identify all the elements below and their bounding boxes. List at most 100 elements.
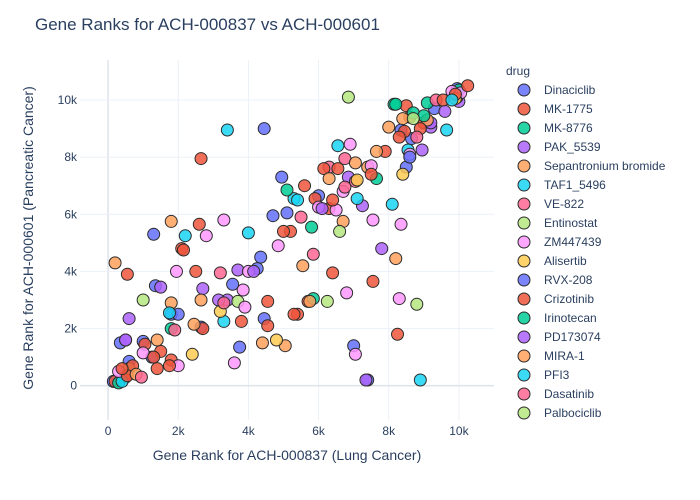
data-point-zm447439[interactable] — [340, 286, 354, 300]
data-point-sepantronium-bromide[interactable] — [108, 256, 122, 270]
data-point-alisertib[interactable] — [396, 167, 410, 181]
data-point-dinaciclib[interactable] — [226, 277, 240, 291]
legend-item-irinotecan[interactable]: Irinotecan — [517, 311, 597, 325]
data-point-crizotinib[interactable] — [326, 193, 340, 207]
data-point-rvx-208[interactable] — [403, 150, 417, 164]
data-point-sepantronium-bromide[interactable] — [389, 252, 403, 266]
legend-item-dasatinib[interactable]: Dasatinib — [517, 387, 594, 401]
data-point-dasatinib[interactable] — [338, 180, 352, 194]
data-point-alisertib[interactable] — [269, 333, 283, 347]
data-point-pak-5539[interactable] — [122, 312, 136, 326]
data-point-mk-1775[interactable] — [194, 152, 208, 166]
data-point-dinaciclib[interactable] — [254, 250, 268, 264]
data-point-irinotecan[interactable] — [389, 97, 403, 111]
data-point-dasatinib[interactable] — [217, 296, 231, 310]
data-point-zm447439[interactable] — [236, 283, 250, 297]
data-point-mk-1775[interactable] — [261, 294, 275, 308]
data-point-dinaciclib[interactable] — [275, 170, 289, 184]
data-point-taf1-5496[interactable] — [385, 197, 399, 211]
data-point-crizotinib[interactable] — [366, 274, 380, 288]
legend-item-mk-1775[interactable]: MK-1775 — [517, 102, 593, 116]
legend-item-mira-1[interactable]: MIRA-1 — [517, 349, 585, 363]
data-point-taf1-5496[interactable] — [220, 123, 234, 137]
data-point-zm447439[interactable] — [217, 213, 231, 227]
data-point-mira-1[interactable] — [322, 172, 336, 186]
legend-item-rvx-208[interactable]: RVX-208 — [517, 273, 593, 287]
data-point-entinostat[interactable] — [136, 293, 150, 307]
data-point-dinaciclib[interactable] — [147, 227, 161, 241]
legend-item-pak-5539[interactable]: PAK_5539 — [517, 140, 601, 154]
data-point-zm447439[interactable] — [199, 229, 213, 243]
data-point-zm447439[interactable] — [348, 347, 362, 361]
data-point-crizotinib[interactable] — [261, 319, 275, 333]
data-point-taf1-5496[interactable] — [413, 373, 427, 387]
data-point-entinostat[interactable] — [333, 224, 347, 238]
data-point-crizotinib[interactable] — [317, 162, 331, 176]
data-point-mira-1[interactable] — [382, 120, 396, 134]
data-point-crizotinib[interactable] — [162, 359, 176, 373]
legend-item-crizotinib[interactable]: Crizotinib — [517, 292, 594, 306]
data-point-sepantronium-bromide[interactable] — [296, 259, 310, 273]
data-point-mk-1775[interactable] — [234, 314, 248, 328]
data-point-dinaciclib[interactable] — [233, 340, 247, 354]
data-point-palbociclib[interactable] — [410, 297, 424, 311]
data-point-taf1-5496[interactable] — [162, 306, 176, 320]
data-point-crizotinib[interactable] — [364, 167, 378, 181]
data-point-crizotinib[interactable] — [287, 307, 301, 321]
legend-item-mk-8776[interactable]: MK-8776 — [517, 121, 593, 135]
data-point-pak-5539[interactable] — [154, 280, 168, 294]
data-point-sepantronium-bromide[interactable] — [255, 336, 269, 350]
plot-area[interactable] — [106, 79, 475, 390]
data-point-zm447439[interactable] — [169, 264, 183, 278]
data-point-pak-5539[interactable] — [438, 104, 452, 118]
data-point-crizotinib[interactable] — [147, 350, 161, 364]
data-point-taf1-5496[interactable] — [440, 123, 454, 137]
data-point-mk-1775[interactable] — [150, 362, 164, 376]
data-point-entinostat[interactable] — [341, 90, 355, 104]
data-point-pfi3[interactable] — [291, 193, 305, 207]
legend-item-ve-822[interactable]: VE-822 — [517, 197, 584, 211]
data-point-taf1-5496[interactable] — [350, 192, 364, 206]
legend-item-pd173074[interactable]: PD173074 — [517, 330, 601, 344]
data-point-pfi3[interactable] — [331, 139, 345, 153]
data-point-pak-5539[interactable] — [196, 282, 210, 296]
data-point-sepantronium-bromide[interactable] — [150, 333, 164, 347]
legend-item-dinaciclib[interactable]: Dinaciclib — [517, 83, 596, 97]
data-point-crizotinib[interactable] — [276, 224, 290, 238]
data-point-irinotecan[interactable] — [280, 183, 294, 197]
legend-item-entinostat[interactable]: Entinostat — [517, 216, 598, 230]
data-point-mira-1[interactable] — [187, 317, 201, 331]
data-point-dasatinib[interactable] — [134, 370, 148, 384]
legend-item-sepantronium-bromide[interactable]: Sepantronium bromide — [517, 159, 666, 173]
data-point-crizotinib[interactable] — [115, 362, 129, 376]
data-point-crizotinib[interactable] — [392, 130, 406, 144]
data-point-crizotinib[interactable] — [177, 243, 190, 257]
data-point-crizotinib[interactable] — [298, 179, 312, 193]
data-point-taf1-5496[interactable] — [178, 229, 192, 243]
legend-item-alisertib[interactable]: Alisertib — [517, 254, 587, 268]
data-point-crizotinib[interactable] — [189, 264, 203, 278]
data-point-palbociclib[interactable] — [320, 294, 334, 308]
legend-item-taf1-5496[interactable]: TAF1_5496 — [517, 178, 606, 192]
data-point-ve-822[interactable] — [306, 247, 320, 261]
data-point-zm447439[interactable] — [271, 239, 285, 253]
legend-item-zm447439[interactable]: ZM447439 — [517, 235, 602, 249]
data-point-dinaciclib[interactable] — [257, 122, 271, 136]
data-point-pd173074[interactable] — [119, 333, 133, 347]
data-point-alisertib[interactable] — [185, 347, 199, 361]
data-point-dasatinib[interactable] — [410, 130, 424, 144]
data-point-zm447439[interactable] — [227, 356, 241, 370]
data-point-sepantronium-bromide[interactable] — [164, 214, 178, 228]
data-point-crizotinib[interactable] — [331, 162, 345, 176]
data-point-crizotinib[interactable] — [120, 267, 134, 281]
data-point-mira-1[interactable] — [194, 293, 208, 307]
data-point-palbociclib[interactable] — [406, 112, 420, 126]
data-point-zm447439[interactable] — [366, 213, 380, 227]
data-point-dasatinib[interactable] — [168, 323, 182, 337]
data-point-pd173074[interactable] — [315, 202, 329, 216]
data-point-mk-1775[interactable] — [192, 217, 206, 231]
data-point-alisertib[interactable] — [350, 173, 364, 187]
data-point-rvx-208[interactable] — [280, 206, 294, 220]
data-point-zm447439[interactable] — [343, 137, 357, 151]
data-point-crizotinib[interactable] — [461, 79, 475, 93]
